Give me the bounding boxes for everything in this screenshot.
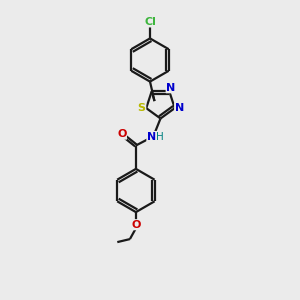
Text: S: S	[138, 103, 146, 113]
Text: N: N	[175, 103, 184, 113]
Text: N: N	[147, 131, 156, 142]
Text: O: O	[117, 129, 127, 139]
Text: N: N	[166, 83, 176, 93]
Text: H: H	[156, 131, 164, 142]
Text: O: O	[131, 220, 141, 230]
Text: Cl: Cl	[144, 17, 156, 27]
